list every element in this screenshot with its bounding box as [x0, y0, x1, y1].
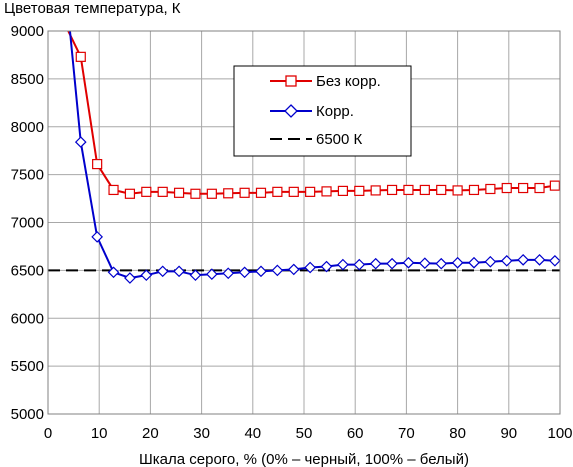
point-no-corr	[501, 182, 512, 194]
y-tick-label: 8000	[11, 119, 44, 136]
point-no-corr	[92, 158, 103, 170]
x-tick-label: 20	[142, 425, 159, 442]
point-corr	[549, 254, 561, 267]
point-no-corr	[534, 182, 545, 194]
y-tick-label: 6000	[11, 310, 44, 327]
x-tick-label: 70	[398, 425, 415, 442]
point-corr	[189, 269, 202, 282]
y-tick-label: 7500	[11, 167, 44, 184]
y-tick-label: 5000	[11, 406, 44, 423]
point-corr	[140, 269, 153, 282]
x-tick-label: 60	[347, 425, 364, 442]
point-corr	[156, 265, 169, 278]
y-axis-ticks: 5000 5500 6000 6500 7000 7500 8000 8500 9000	[11, 23, 44, 423]
chart-title: Цветовая температура, К	[4, 0, 181, 17]
point-corr	[484, 255, 497, 268]
point-corr	[500, 254, 513, 267]
point-no-corr	[206, 188, 217, 199]
point-corr	[418, 257, 431, 270]
point-corr	[271, 264, 284, 277]
point-no-corr	[288, 186, 299, 197]
point-corr	[222, 267, 235, 280]
point-no-corr	[141, 186, 152, 197]
point-no-corr	[108, 184, 119, 196]
y-tick-label: 7000	[11, 215, 44, 232]
point-no-corr	[518, 182, 529, 194]
x-tick-label: 100	[547, 425, 572, 442]
point-corr	[320, 260, 333, 273]
point-corr	[386, 257, 398, 270]
legend-label-6500: 6500 К	[316, 131, 363, 148]
legend-box	[233, 65, 412, 157]
point-corr	[468, 256, 480, 269]
point-no-corr	[354, 185, 365, 197]
x-tick-label: 90	[500, 425, 517, 442]
point-no-corr	[239, 187, 250, 198]
point-no-corr	[549, 180, 560, 191]
legend-marker-corr	[284, 104, 298, 118]
point-no-corr	[157, 186, 168, 197]
point-no-corr	[452, 185, 463, 196]
point-no-corr	[272, 186, 283, 197]
point-no-corr	[485, 183, 496, 195]
point-corr	[91, 231, 104, 243]
point-corr	[369, 257, 382, 270]
x-axis-label: Шкала серого, % (0% – черный, 100% – бел…	[139, 451, 469, 467]
point-no-corr	[190, 188, 201, 199]
point-no-corr	[124, 188, 136, 199]
point-no-corr	[403, 184, 414, 196]
point-corr	[533, 253, 546, 266]
point-corr	[517, 253, 529, 266]
point-no-corr	[223, 188, 234, 199]
point-corr	[238, 266, 251, 279]
legend-label-corr: Корр.	[316, 103, 354, 120]
series-layer	[48, 31, 561, 284]
point-corr	[353, 258, 366, 271]
y-tick-label: 5500	[11, 358, 44, 375]
legend: Без корр. Корр. 6500 К	[233, 65, 412, 157]
point-corr	[74, 136, 87, 148]
point-corr	[255, 265, 267, 278]
point-corr	[337, 258, 349, 271]
point-no-corr	[337, 185, 349, 197]
y-tick-label: 9000	[11, 23, 44, 40]
x-tick-label: 30	[193, 425, 210, 442]
x-tick-label: 50	[296, 425, 313, 442]
point-corr	[107, 266, 120, 279]
point-corr	[205, 268, 218, 281]
point-no-corr	[419, 184, 430, 196]
point-corr	[435, 257, 448, 270]
point-corr	[402, 256, 415, 269]
x-axis-ticks: 0 10 20 30 40 50 60 70 80 90 100	[44, 425, 573, 442]
x-tick-label: 80	[449, 425, 466, 442]
point-corr	[287, 263, 300, 276]
y-tick-label: 8500	[11, 71, 44, 88]
point-corr	[173, 265, 185, 278]
point-no-corr	[305, 186, 316, 197]
point-corr	[451, 256, 464, 269]
x-tick-label: 10	[91, 425, 108, 442]
point-no-corr	[386, 184, 398, 196]
legend-label-no-corr: Без корр.	[316, 73, 381, 90]
point-corr	[304, 261, 316, 274]
point-no-corr	[75, 51, 86, 62]
x-tick-label: 0	[44, 425, 52, 442]
point-no-corr	[370, 185, 381, 196]
y-tick-label: 6500	[11, 262, 44, 279]
plot-frame	[47, 30, 561, 415]
point-no-corr	[468, 184, 480, 196]
point-no-corr	[173, 187, 185, 198]
x-tick-label: 40	[244, 425, 261, 442]
point-corr	[124, 272, 136, 284]
point-no-corr	[255, 187, 267, 198]
point-no-corr	[436, 184, 447, 196]
legend-marker-no-corr	[285, 75, 297, 87]
point-no-corr	[321, 186, 332, 197]
